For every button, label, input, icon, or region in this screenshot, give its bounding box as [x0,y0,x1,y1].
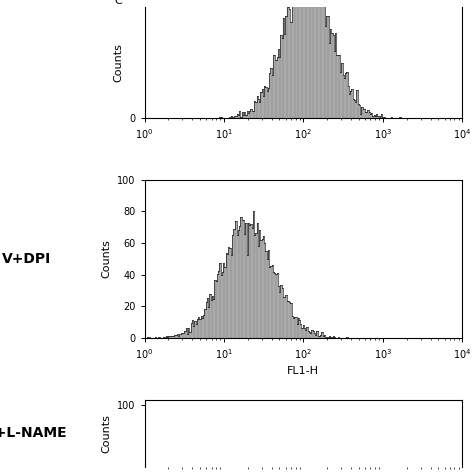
Text: V+DPI: V+DPI [1,252,51,266]
Text: C: C [115,0,122,6]
Y-axis label: Counts: Counts [101,414,111,453]
X-axis label: FL1-H: FL1-H [287,366,319,376]
Y-axis label: Counts: Counts [114,43,124,82]
Y-axis label: Counts: Counts [101,239,111,278]
Text: V+L-NAME: V+L-NAME [0,426,67,440]
